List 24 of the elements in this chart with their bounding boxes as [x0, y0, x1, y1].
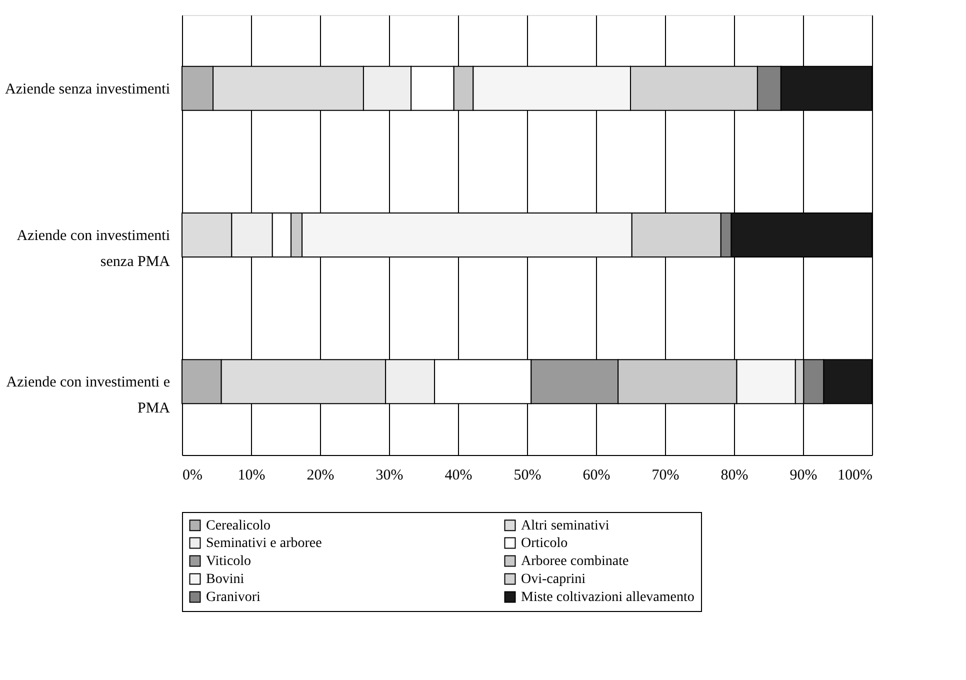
legend-label: Granivori — [206, 590, 261, 605]
x-tick-label: 30% — [376, 468, 404, 484]
legend-label: Miste coltivazioni allevamento — [521, 590, 694, 605]
legend-label: Ovi-caprini — [521, 572, 586, 587]
legend-label: Viticolo — [206, 554, 252, 569]
legend-label: Arboree combinate — [521, 554, 629, 569]
legend-label: Bovini — [206, 572, 244, 587]
legend-label: Orticolo — [521, 536, 568, 551]
x-tick-label: 70% — [652, 468, 680, 484]
x-tick-label: 90% — [790, 468, 818, 484]
x-tick-label: 0% — [182, 468, 202, 484]
legend-label: Seminativi e arboree — [206, 536, 322, 551]
legend-label: Altri seminativi — [521, 518, 610, 534]
legend-label: Cerealicolo — [206, 518, 271, 534]
x-tick-label: 80% — [720, 468, 748, 484]
x-tick-label: 20% — [306, 468, 334, 484]
x-tick-label: 10% — [238, 468, 266, 484]
y-tick-label: Aziende con investimenti e PMA — [6, 374, 170, 417]
y-tick-label: Aziende senza investimenti — [5, 81, 170, 98]
y-tick-label: Aziende con investimenti senza PMA — [16, 228, 170, 270]
x-tick-label: 100% — [838, 468, 872, 484]
x-tick-label: 50% — [514, 468, 542, 484]
x-tick-label: 60% — [582, 468, 610, 484]
x-tick-label: 40% — [444, 468, 472, 484]
